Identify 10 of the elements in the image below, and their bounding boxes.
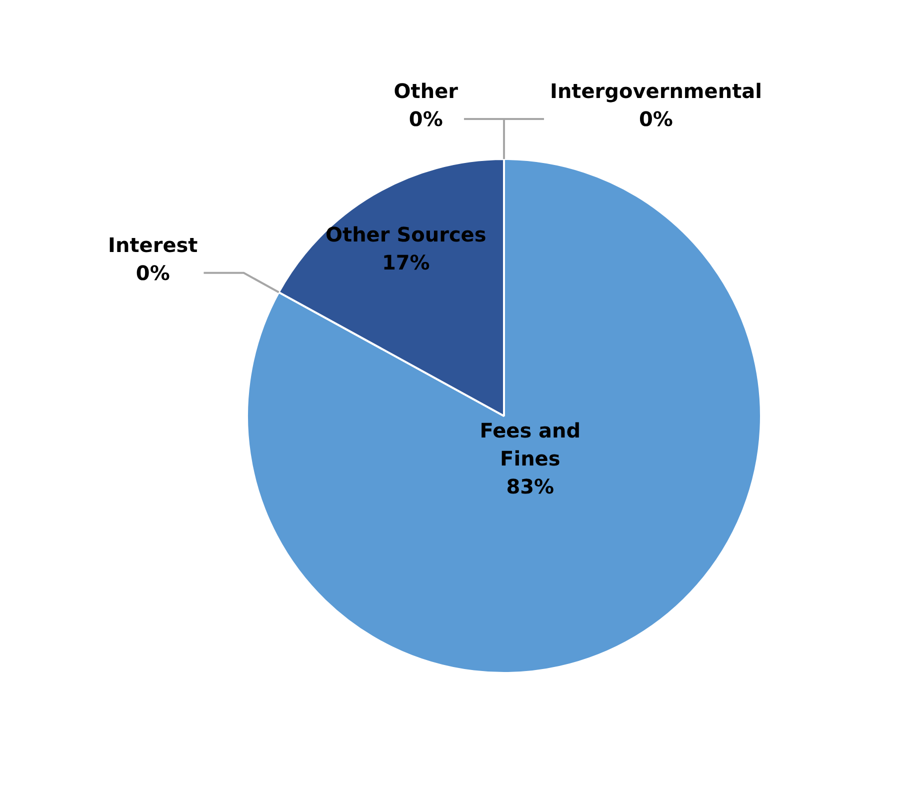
data-label: 83% [506, 474, 554, 498]
category-label: Interest [108, 233, 198, 258]
slice-label: Fees and Fines [480, 418, 581, 470]
data-label: 17% [382, 250, 430, 274]
text: 0% [136, 261, 170, 286]
text: 0% [408, 107, 443, 132]
text: 0% [639, 107, 673, 132]
category-label: Intergovernmental [550, 79, 762, 104]
category-label: Other [394, 79, 458, 104]
slice-label: Other Sources [326, 222, 486, 246]
